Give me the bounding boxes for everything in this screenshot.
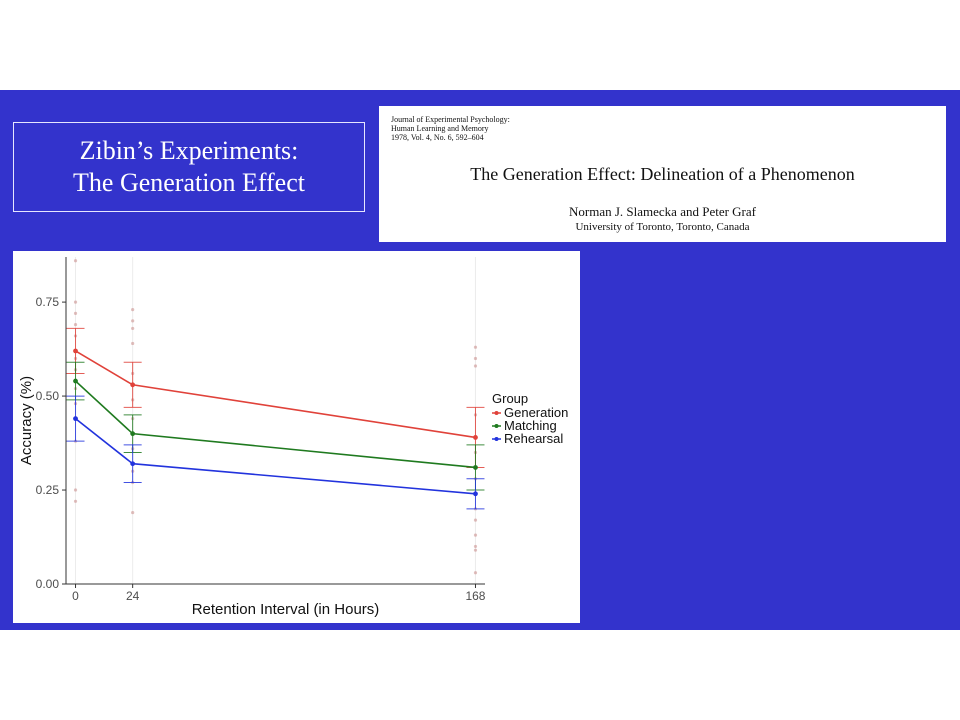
series-point-generation bbox=[130, 382, 136, 388]
legend-label-generation: Generation bbox=[504, 405, 568, 420]
paper-authors: Norman J. Slamecka and Peter Graf bbox=[569, 204, 756, 219]
chart-grid bbox=[75, 257, 476, 584]
scatter-point bbox=[73, 300, 78, 304]
scatter-point bbox=[73, 259, 78, 263]
scatter-point bbox=[473, 548, 478, 552]
series-point-matching bbox=[473, 465, 478, 470]
legend-swatch-point bbox=[494, 437, 499, 441]
legend-swatch-point bbox=[494, 424, 499, 428]
series-point-generation bbox=[473, 435, 478, 440]
scatter-point bbox=[473, 364, 478, 368]
y-tick-label: 0.75 bbox=[36, 295, 60, 309]
scatter-point bbox=[473, 533, 478, 537]
accuracy-chart: 0.00 0.25 0.50 0.75 0 24 168 Retention Interval… bbox=[18, 257, 568, 618]
slide-title-line-2: The Generation Effect bbox=[73, 168, 305, 197]
scatter-point bbox=[73, 499, 78, 503]
legend-label-matching: Matching bbox=[504, 418, 557, 433]
series-point-generation bbox=[73, 348, 78, 354]
scatter-point bbox=[131, 326, 135, 331]
paper-title: The Generation Effect: Delineation of a … bbox=[470, 164, 855, 184]
series-point-matching bbox=[130, 431, 136, 437]
slide-title-line-1: Zibin’s Experiments: bbox=[79, 136, 299, 165]
series-point-matching bbox=[73, 378, 78, 384]
scatter-point bbox=[473, 345, 478, 349]
legend-title: Group bbox=[492, 391, 528, 406]
journal-citation: Journal of Experimental Psychology: Huma… bbox=[391, 115, 510, 142]
scatter-point bbox=[131, 510, 135, 515]
journal-name: Journal of Experimental Psychology: bbox=[391, 115, 510, 124]
scatter-point bbox=[73, 323, 78, 327]
slide-title-box: Zibin’s Experiments: The Generation Effe… bbox=[13, 122, 365, 212]
legend-label-rehearsal: Rehearsal bbox=[504, 431, 563, 446]
scatter-point bbox=[131, 308, 135, 312]
series-line-matching bbox=[74, 380, 476, 469]
legend-swatch-point bbox=[494, 411, 499, 415]
series-line-generation bbox=[75, 350, 476, 439]
series-point-rehearsal bbox=[473, 491, 478, 497]
y-tick-label: 0.50 bbox=[36, 389, 60, 403]
y-tick-label: 0.25 bbox=[36, 483, 60, 497]
y-tick-label: 0.00 bbox=[36, 577, 60, 591]
scatter-point bbox=[73, 311, 78, 315]
y-axis-label: Accuracy (%) bbox=[18, 376, 35, 465]
scatter-point bbox=[473, 518, 478, 522]
x-tick-label: 24 bbox=[126, 589, 140, 603]
series-point-rehearsal bbox=[73, 416, 78, 422]
scatter-point bbox=[131, 319, 135, 323]
scatter-point bbox=[473, 571, 478, 575]
paper-header-image: Journal of Experimental Psychology: Huma… bbox=[379, 106, 946, 242]
chart-series bbox=[66, 327, 485, 510]
scatter-point bbox=[73, 488, 78, 492]
chart-scatter-points bbox=[73, 259, 478, 575]
journal-volume: 1978, Vol. 4, No. 6, 592–604 bbox=[391, 133, 484, 142]
scatter-point bbox=[473, 544, 478, 549]
paper-affiliation: University of Toronto, Toronto, Canada bbox=[575, 221, 750, 233]
x-tick-label: 0 bbox=[72, 589, 79, 603]
x-axis-label: Retention Interval (in Hours) bbox=[192, 601, 380, 618]
journal-subtitle: Human Learning and Memory bbox=[391, 124, 489, 133]
chart-panel: 0.00 0.25 0.50 0.75 0 24 168 Retention Interval… bbox=[13, 251, 580, 623]
series-point-rehearsal bbox=[130, 461, 136, 467]
scatter-point bbox=[473, 356, 478, 361]
scatter-point bbox=[131, 341, 135, 346]
chart-axes: 0.00 0.25 0.50 0.75 0 24 168 Retention Interval… bbox=[18, 257, 486, 618]
x-tick-label: 168 bbox=[465, 589, 485, 603]
